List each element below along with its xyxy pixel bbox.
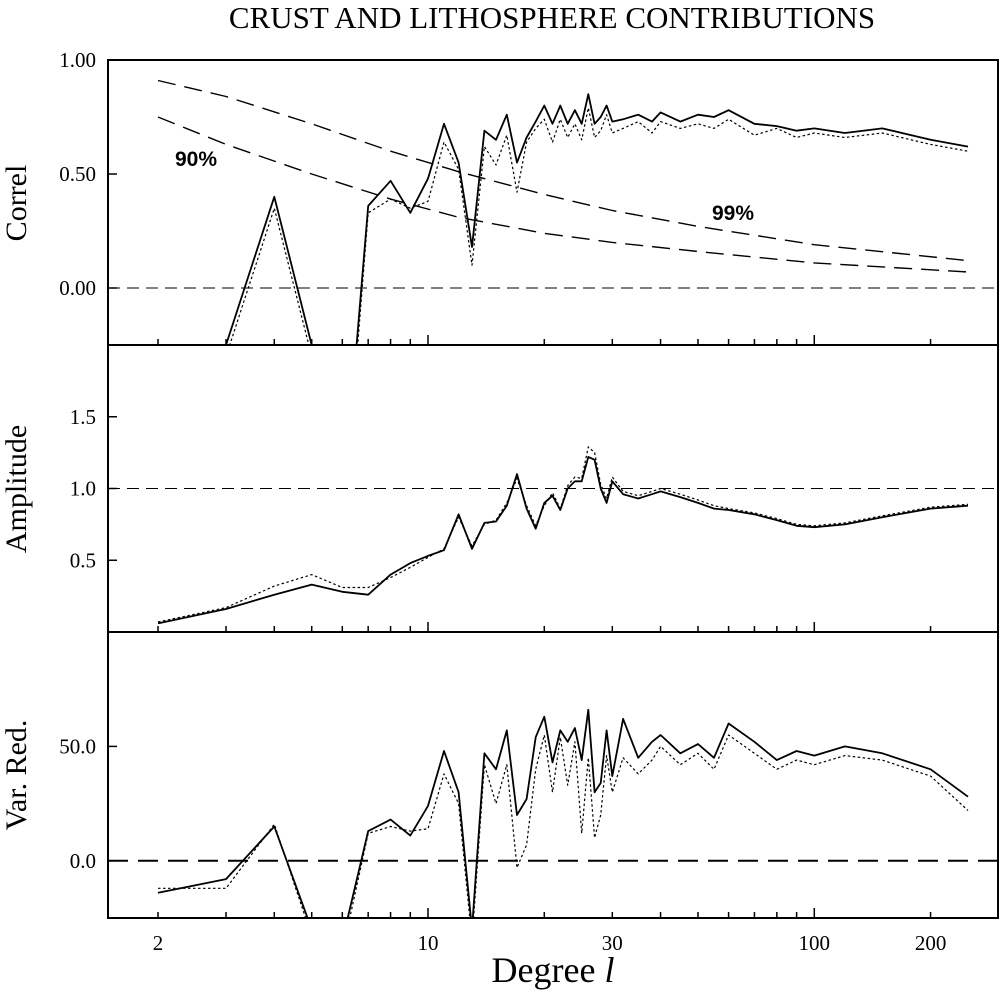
xtick-label: 10 xyxy=(418,931,439,955)
x-axis-label: Degree l xyxy=(492,950,615,990)
significance-90pct-label: 90% xyxy=(175,148,217,171)
plot-layer: 0.00 0.50 1.00 90% 99% 0.5 1.0 1.5 0.0 50.0 2 10 30 1… xyxy=(59,48,998,955)
amplitude-ylabel: Amplitude xyxy=(0,425,33,553)
panel-var_red: 0.0 50.0 2 10 30 100 200 xyxy=(59,708,998,955)
amplitude-ytick-label: 0.5 xyxy=(70,548,96,572)
x-axis-label-variable: l xyxy=(604,950,614,990)
correl-ytick-label: 0.50 xyxy=(59,162,96,186)
var-red-panel-frame xyxy=(107,631,999,919)
x-axis-label-prefix: Degree xyxy=(492,950,605,990)
xtick-label: 2 xyxy=(153,931,164,955)
var_red-series-dotted xyxy=(158,734,969,918)
var-red-ylabel: Var. Red. xyxy=(0,720,33,831)
significance-90pct-line xyxy=(157,116,969,273)
xtick-label: 100 xyxy=(799,931,831,955)
panel-correl: 0.00 0.50 1.00 90% 99% xyxy=(59,48,998,345)
correl-panel-frame xyxy=(107,59,999,346)
xtick-label: 30 xyxy=(602,931,623,955)
var_red-ytick-label: 50.0 xyxy=(59,734,96,758)
xtick-label: 200 xyxy=(915,931,947,955)
correl-plot-area xyxy=(108,79,998,345)
amplitude-plot-area xyxy=(108,446,998,625)
var_red-series-solid xyxy=(157,708,969,918)
correl-series-solid xyxy=(225,93,969,345)
significance-99pct-label: 99% xyxy=(712,202,754,225)
correl-series-dotted xyxy=(229,107,969,345)
significance-99pct-line xyxy=(157,79,969,262)
correl-ytick-label: 1.00 xyxy=(59,48,96,72)
chart-title: CRUST AND LITHOSPHERE CONTRIBUTIONS xyxy=(229,0,875,35)
correl-ytick-label: 0.00 xyxy=(59,276,96,300)
amplitude-series-dotted xyxy=(157,446,969,623)
correl-ylabel: Correl xyxy=(0,165,33,242)
amplitude-series-solid xyxy=(157,455,969,625)
panel-amplitude: 0.5 1.0 1.5 xyxy=(70,405,998,632)
var_red-plot-area xyxy=(108,708,998,918)
amplitude-ytick-label: 1.0 xyxy=(70,477,96,501)
amplitude-ytick-label: 1.5 xyxy=(70,405,96,429)
var_red-ytick-label: 0.0 xyxy=(70,849,96,873)
